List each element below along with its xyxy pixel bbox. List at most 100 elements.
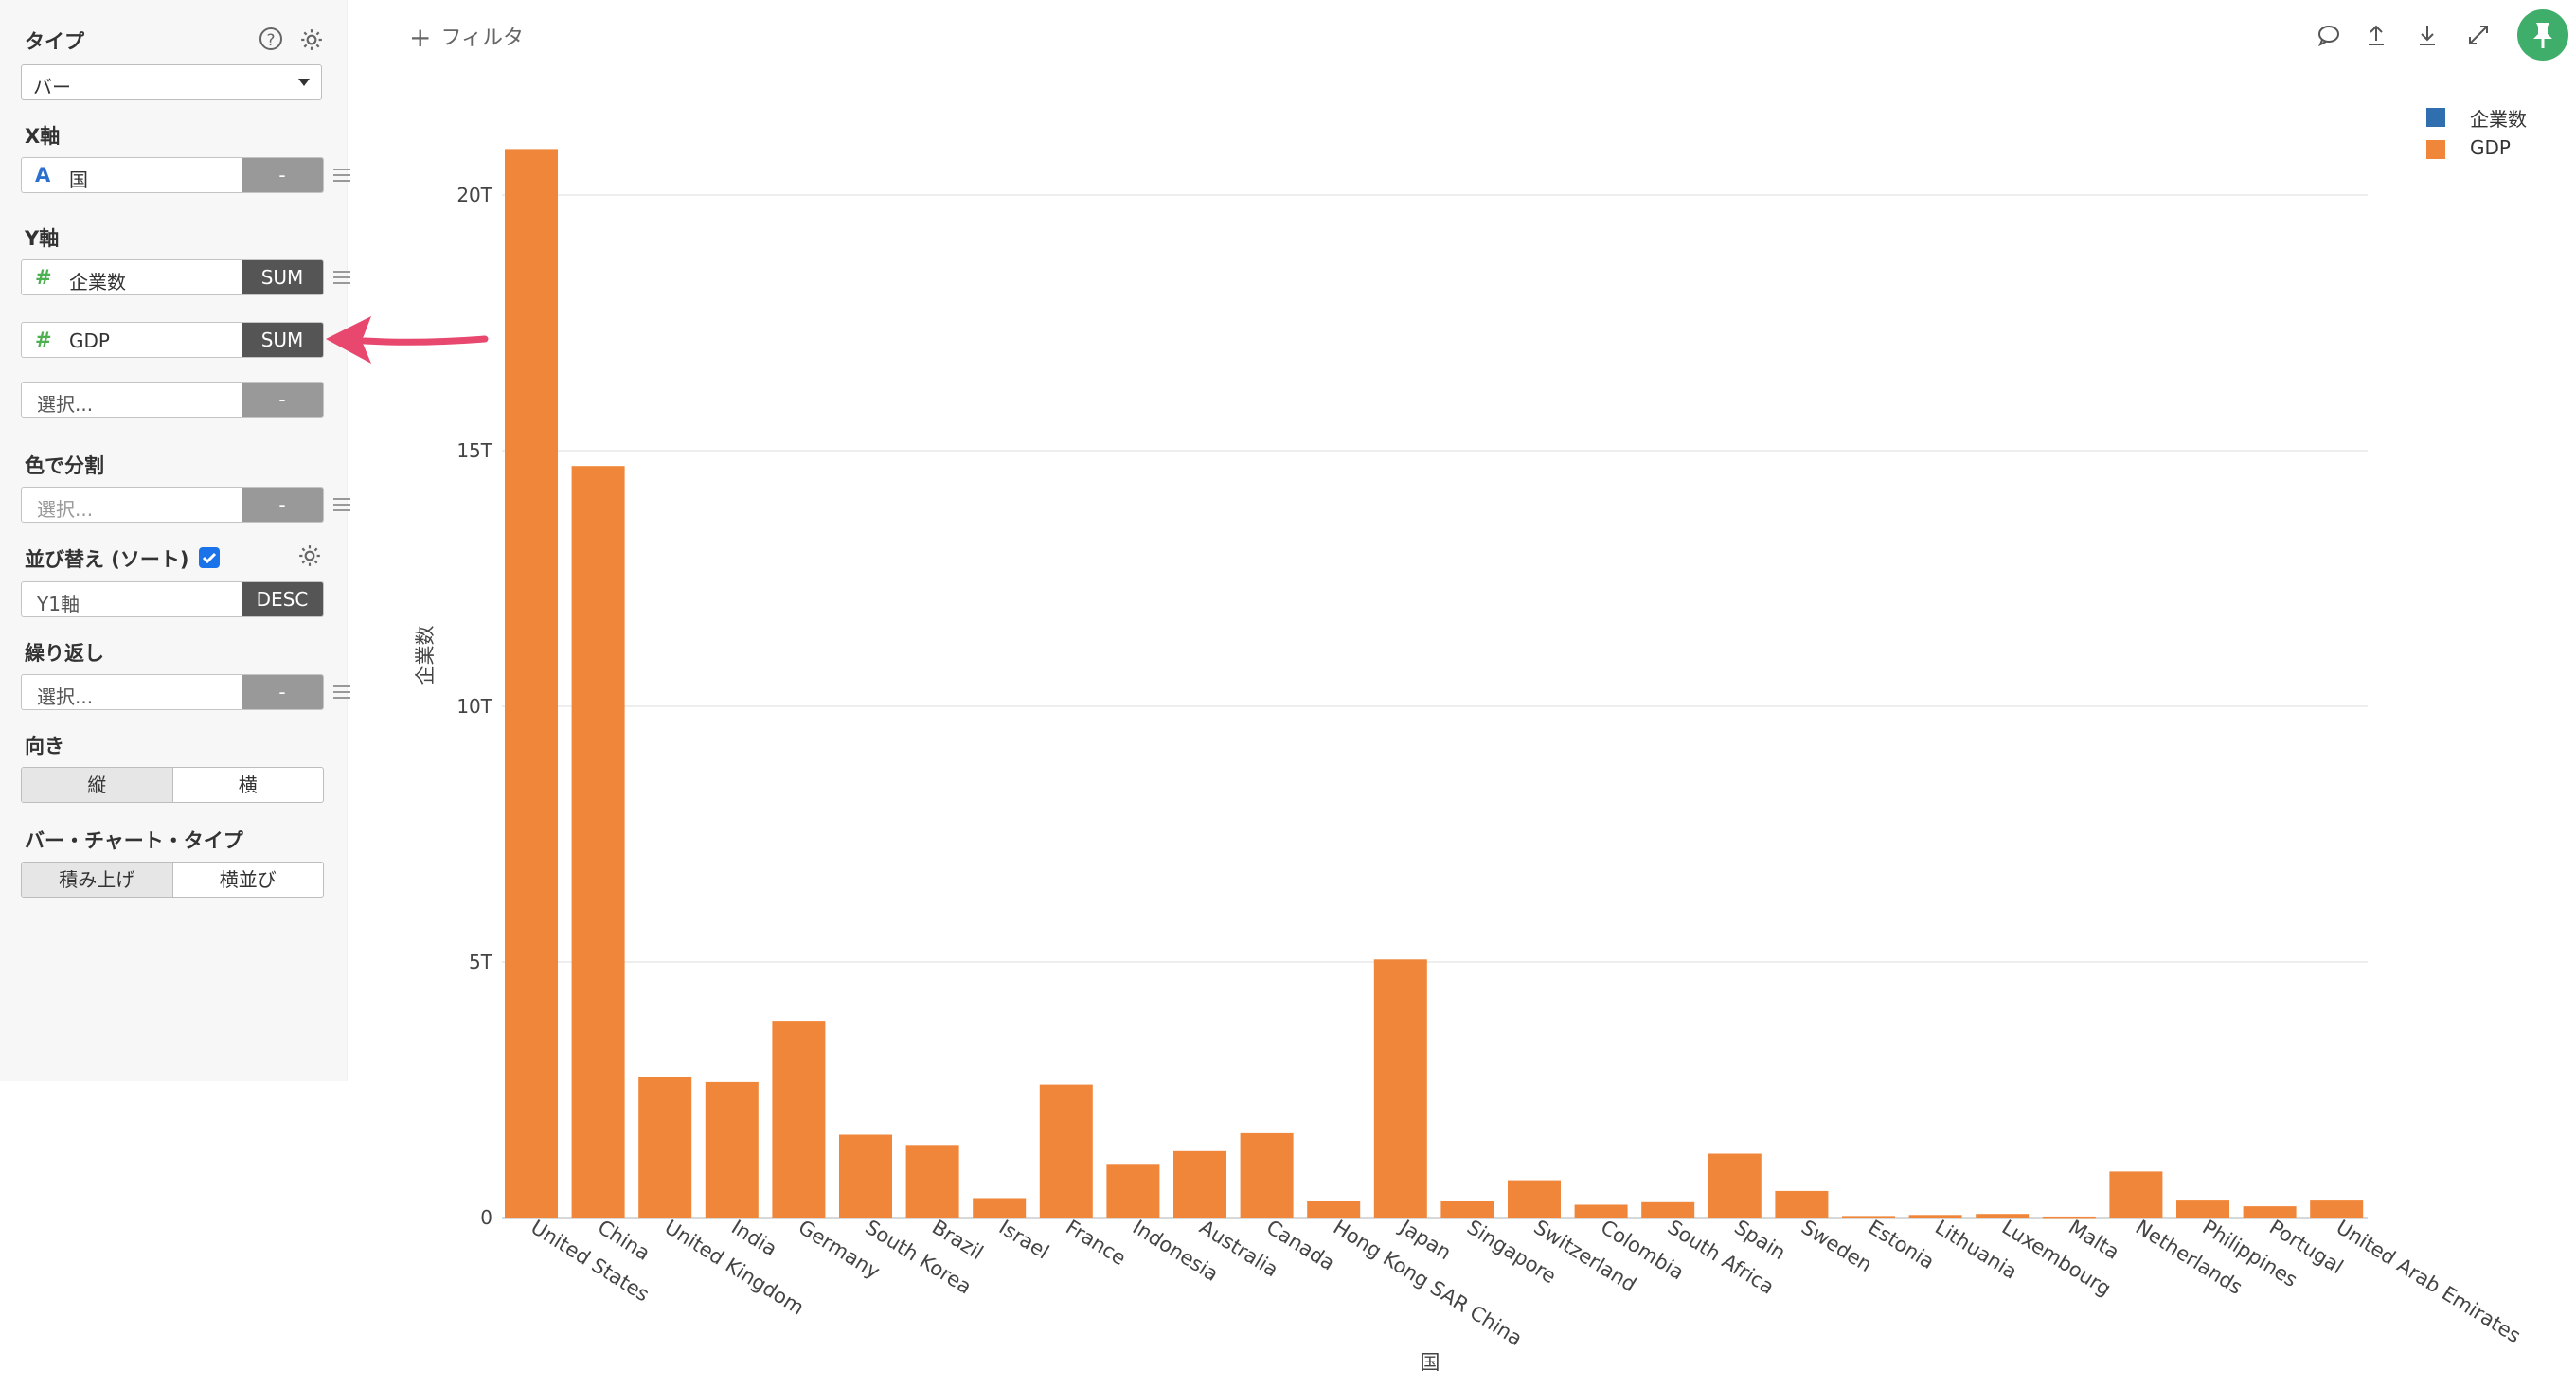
- bar-type-grouped-option[interactable]: 横並び: [171, 863, 324, 897]
- bar-type-toggle: 積み上げ 横並び: [21, 862, 324, 898]
- direction-vertical-option[interactable]: 縦: [22, 768, 172, 802]
- bar-gdp[interactable]: [505, 149, 558, 1218]
- legend-swatch-companies: [2426, 108, 2445, 127]
- bar-gdp[interactable]: [705, 1081, 759, 1218]
- bar-gdp[interactable]: [2243, 1206, 2297, 1218]
- x-tick-label: Canada: [1262, 1216, 1338, 1275]
- bar-gdp[interactable]: [2176, 1200, 2229, 1218]
- repeat-aggregation-button[interactable]: -: [242, 675, 323, 709]
- y-tick-label: 5T: [469, 951, 493, 973]
- download-icon[interactable]: [2415, 23, 2440, 47]
- x-tick-label: Portugal: [2265, 1216, 2347, 1278]
- help-icon[interactable]: ?: [259, 27, 282, 50]
- bar-gdp[interactable]: [1106, 1164, 1160, 1218]
- direction-horizontal-option[interactable]: 横: [171, 768, 324, 802]
- bar-gdp[interactable]: [1708, 1153, 1762, 1219]
- x-axis-title: 国: [1421, 1351, 1440, 1374]
- legend-label-gdp[interactable]: GDP: [2470, 136, 2511, 159]
- bar-type-stacked-option[interactable]: 積み上げ: [22, 863, 172, 897]
- x-tick-label: China: [594, 1216, 654, 1265]
- x-tick-label: Switzerland: [1530, 1216, 1640, 1296]
- x-tick-label: Brazil: [928, 1216, 987, 1264]
- type-label: タイプ: [25, 30, 84, 53]
- y-tick-label: 0: [480, 1206, 492, 1229]
- sort-checkbox[interactable]: [199, 547, 220, 568]
- pin-button[interactable]: [2517, 9, 2568, 61]
- x-tick-label: Lithuania: [1931, 1216, 2021, 1284]
- bar-gdp[interactable]: [1976, 1214, 2030, 1218]
- chevron-down-icon: [298, 79, 310, 86]
- bar-gdp[interactable]: [1842, 1216, 1895, 1218]
- chart-type-select[interactable]: バー: [21, 64, 322, 100]
- x-tick-label: Luxembourg: [1998, 1216, 2116, 1301]
- bar-gdp[interactable]: [571, 466, 625, 1218]
- string-type-icon: A: [35, 164, 51, 187]
- x-field-menu-icon[interactable]: [333, 169, 350, 182]
- x-tick-label: South Korea: [861, 1216, 975, 1299]
- x-tick-label: Colombia: [1597, 1216, 1688, 1285]
- chart-settings-panel: タイプ ? バー X軸 A 国 - Y軸 # 企業数 SUM # GDP SUM…: [0, 0, 350, 1081]
- sort-order-button[interactable]: DESC: [242, 582, 323, 616]
- repeat-field-menu-icon[interactable]: [333, 685, 350, 699]
- bar-gdp[interactable]: [772, 1021, 826, 1218]
- x-axis-field[interactable]: A 国 -: [21, 157, 324, 193]
- number-type-icon: #: [35, 329, 52, 351]
- bar-gdp[interactable]: [973, 1198, 1027, 1218]
- color-field-menu-icon[interactable]: [333, 498, 350, 511]
- y-field-name: GDP: [69, 329, 110, 352]
- bar-gdp[interactable]: [1440, 1201, 1494, 1218]
- bar-gdp[interactable]: [1307, 1201, 1361, 1218]
- x-tick-label: India: [727, 1216, 780, 1261]
- gear-icon[interactable]: [297, 543, 322, 568]
- y1-field-menu-icon[interactable]: [333, 271, 350, 284]
- legend-label-companies[interactable]: 企業数: [2470, 108, 2527, 131]
- y-add-aggregation-button[interactable]: -: [242, 383, 323, 417]
- bar-gdp[interactable]: [905, 1145, 959, 1218]
- x-tick-label: Australia: [1195, 1216, 1281, 1282]
- x-axis-label: X軸: [25, 125, 61, 148]
- legend-swatch-gdp: [2426, 140, 2445, 159]
- y-axis-field-companies[interactable]: # 企業数 SUM: [21, 259, 324, 295]
- y-axis-label: Y軸: [25, 227, 60, 250]
- y-axis-title: 企業数: [414, 626, 437, 685]
- bar-gdp[interactable]: [1173, 1150, 1226, 1218]
- bar-gdp[interactable]: [1641, 1201, 1695, 1218]
- x-tick-label: United Kingdom: [661, 1216, 809, 1320]
- bar-gdp[interactable]: [2042, 1216, 2096, 1219]
- bar-gdp[interactable]: [2310, 1200, 2364, 1218]
- bar-gdp[interactable]: [2109, 1171, 2163, 1218]
- x-aggregation-button[interactable]: -: [242, 158, 323, 192]
- upload-icon[interactable]: [2364, 23, 2388, 47]
- bar-gdp[interactable]: [1039, 1084, 1093, 1218]
- bar-gdp[interactable]: [1908, 1215, 1962, 1218]
- direction-toggle: 縦 横: [21, 767, 324, 803]
- comment-icon[interactable]: [2317, 23, 2341, 47]
- number-type-icon: #: [35, 266, 52, 289]
- color-aggregation-button[interactable]: -: [242, 488, 323, 522]
- bar-gdp[interactable]: [1508, 1180, 1561, 1218]
- bar-gdp[interactable]: [638, 1077, 692, 1219]
- repeat-label: 繰り返し: [25, 642, 104, 665]
- bar-gdp[interactable]: [1775, 1190, 1829, 1218]
- x-tick-label: Hong Kong SAR China: [1330, 1216, 1527, 1350]
- x-field-name: 国: [69, 169, 88, 191]
- expand-icon[interactable]: [2466, 23, 2491, 47]
- color-split-field[interactable]: 選択... -: [21, 487, 324, 523]
- bar-type-label: バー・チャート・タイプ: [25, 829, 243, 852]
- bar-gdp[interactable]: [1373, 959, 1427, 1218]
- gear-icon[interactable]: [299, 27, 324, 52]
- bar-gdp[interactable]: [1574, 1204, 1628, 1219]
- bar-gdp[interactable]: [839, 1134, 892, 1218]
- y1-aggregation-button[interactable]: SUM: [242, 260, 323, 294]
- add-filter-button[interactable]: + フィルタ: [409, 21, 524, 53]
- y-axis-field-gdp[interactable]: # GDP SUM: [21, 322, 324, 358]
- repeat-field[interactable]: 選択... -: [21, 674, 324, 710]
- y-axis-add-field[interactable]: 選択... -: [21, 382, 324, 418]
- x-tick-label: France: [1062, 1216, 1130, 1270]
- y2-aggregation-button[interactable]: SUM: [242, 323, 323, 357]
- x-tick-label: Singapore: [1463, 1216, 1561, 1288]
- sort-label: 並び替え (ソート): [25, 548, 189, 571]
- bar-gdp[interactable]: [1240, 1132, 1294, 1218]
- sort-field[interactable]: Y1軸 DESC: [21, 581, 324, 617]
